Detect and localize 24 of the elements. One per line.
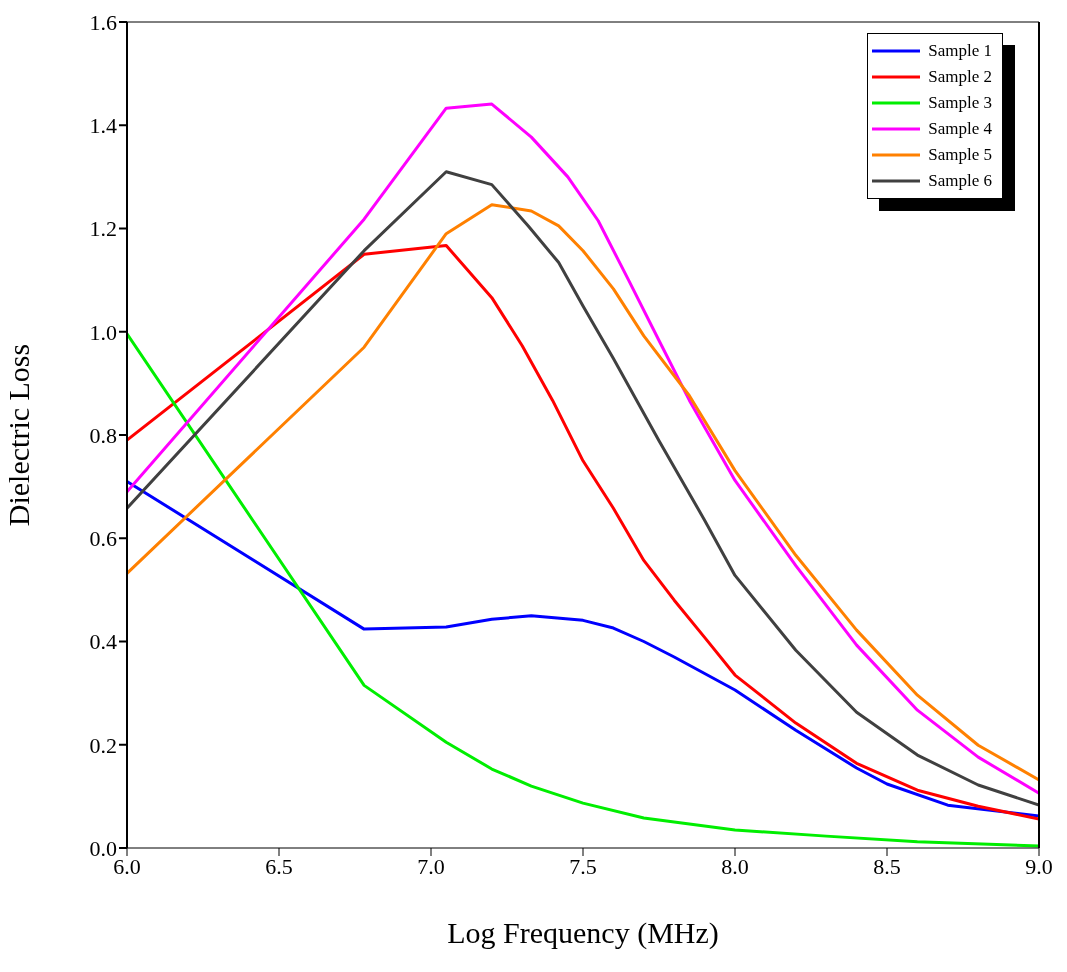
y-axis-title: Dielectric Loss: [1, 343, 35, 527]
y-tick-label: 1.0: [89, 319, 117, 345]
legend-label: Sample 5: [928, 145, 992, 165]
legend-label: Sample 2: [928, 67, 992, 87]
line-series: [127, 479, 1039, 818]
legend-label: Sample 3: [928, 93, 992, 113]
legend-label: Sample 4: [928, 119, 992, 139]
x-axis-title: Log Frequency (MHz): [447, 916, 719, 950]
y-tick-label: 1.4: [89, 113, 117, 139]
y-tick-label: 1.2: [89, 216, 117, 242]
y-tick-label: 0.6: [89, 526, 117, 552]
legend-label: Sample 6: [928, 171, 992, 191]
legend-label: Sample 1: [928, 41, 992, 61]
x-tick-label: 8.0: [721, 853, 749, 879]
x-tick-label: 7.5: [569, 853, 597, 879]
y-tick-label: 0.4: [89, 629, 117, 655]
x-tick-label: 6.5: [265, 853, 293, 879]
y-tick-label: 0.2: [89, 732, 117, 758]
y-tick-label: 1.6: [89, 9, 117, 35]
x-tick-label: 7.0: [417, 853, 445, 879]
y-tick-label: 0.8: [89, 422, 117, 448]
x-tick-label: 8.5: [873, 853, 901, 879]
y-tick-label: 0.0: [89, 835, 117, 861]
x-tick-label: 9.0: [1025, 853, 1053, 879]
